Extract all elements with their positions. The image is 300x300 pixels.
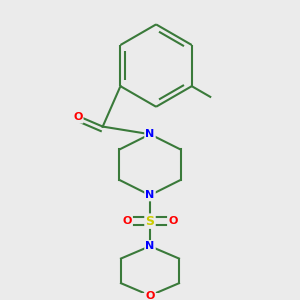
Text: S: S — [146, 215, 154, 228]
Text: O: O — [73, 112, 82, 122]
Text: O: O — [145, 291, 155, 300]
Text: N: N — [146, 241, 154, 251]
Text: O: O — [122, 216, 132, 226]
Text: N: N — [146, 190, 154, 200]
Text: N: N — [146, 129, 154, 139]
Text: O: O — [168, 216, 178, 226]
